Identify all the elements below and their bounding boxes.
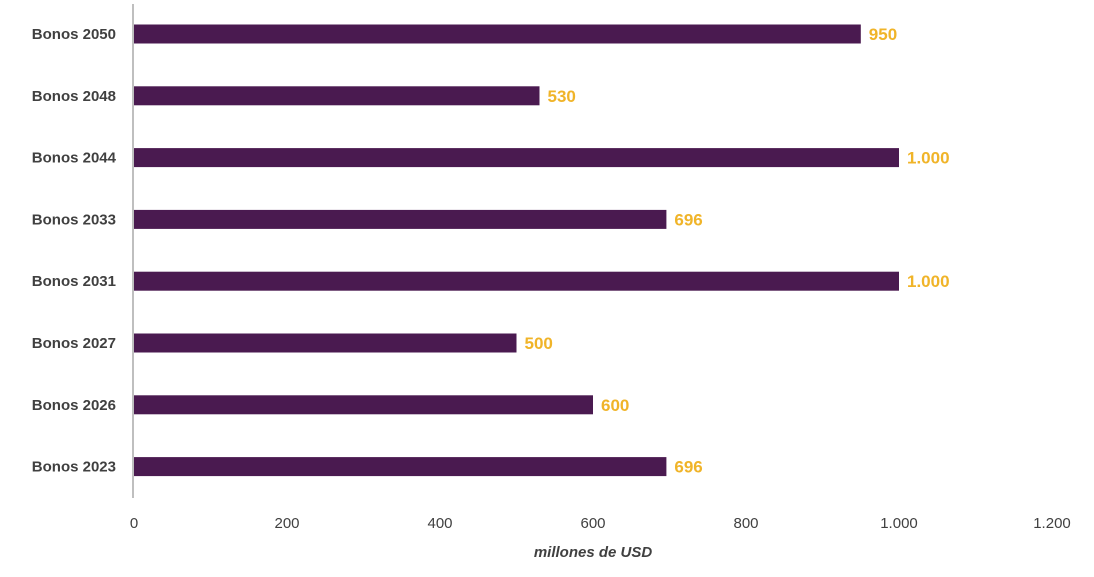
x-tick-label: 800 xyxy=(733,515,758,532)
x-tick-label: 1.200 xyxy=(1033,515,1071,532)
labels-group: Bonos 2050 950 Bonos 2048 530 Bonos 2044 1.00… xyxy=(32,25,1071,532)
bar-bonos-2050 xyxy=(134,24,861,44)
data-label: 1.000 xyxy=(907,272,950,291)
category-label: Bonos 2033 xyxy=(32,211,116,228)
category-label: Bonos 2048 xyxy=(32,88,116,105)
data-label: 696 xyxy=(674,210,702,229)
data-label: 950 xyxy=(869,25,897,44)
data-label: 530 xyxy=(548,87,576,106)
category-label: Bonos 2044 xyxy=(32,150,117,167)
bars-group xyxy=(134,24,899,477)
category-label: Bonos 2031 xyxy=(32,273,116,290)
category-label: Bonos 2050 xyxy=(32,26,116,43)
x-axis-title: millones de USD xyxy=(534,544,653,561)
bar-bonos-2023 xyxy=(134,457,667,477)
bar-bonos-2033 xyxy=(134,209,667,229)
x-tick-label: 0 xyxy=(130,515,138,532)
bar-bonos-2026 xyxy=(134,395,593,415)
data-label: 600 xyxy=(601,396,629,415)
x-tick-label: 400 xyxy=(427,515,452,532)
x-tick-label: 600 xyxy=(580,515,605,532)
category-label: Bonos 2023 xyxy=(32,459,116,476)
bar-bonos-2044 xyxy=(134,148,899,168)
category-label: Bonos 2026 xyxy=(32,397,116,414)
bar-bonos-2031 xyxy=(134,271,899,291)
data-label: 500 xyxy=(525,334,553,353)
x-tick-label: 1.000 xyxy=(880,515,918,532)
x-tick-label: 200 xyxy=(274,515,299,532)
bar-bonos-2048 xyxy=(134,86,540,106)
bar-bonos-2027 xyxy=(134,333,517,353)
data-label: 696 xyxy=(674,458,702,477)
data-label: 1.000 xyxy=(907,149,950,168)
category-label: Bonos 2027 xyxy=(32,335,116,352)
